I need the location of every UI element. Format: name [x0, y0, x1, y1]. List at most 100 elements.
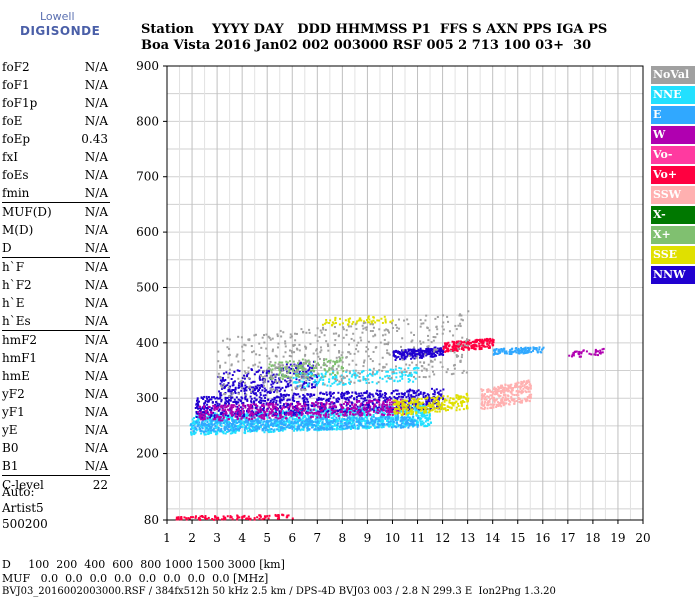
data-point [350, 408, 353, 411]
data-point [331, 401, 334, 404]
data-point [309, 408, 312, 411]
data-point [370, 422, 373, 425]
data-point [228, 422, 231, 425]
data-point [423, 424, 426, 427]
data-point [376, 394, 379, 397]
data-point [338, 398, 341, 401]
data-point [312, 408, 315, 411]
data-point [527, 390, 530, 393]
data-point [475, 341, 478, 344]
data-point [404, 418, 407, 421]
data-point [203, 408, 206, 411]
data-point [264, 411, 267, 414]
data-point [432, 396, 435, 399]
data-point [226, 400, 229, 403]
data-point [225, 417, 228, 420]
data-point [307, 400, 310, 403]
data-point [310, 414, 313, 417]
data-point [354, 413, 357, 416]
data-point [295, 366, 298, 369]
data-point [398, 406, 401, 409]
data-point [207, 423, 210, 426]
data-point [354, 427, 357, 430]
data-point [278, 410, 281, 413]
data-point [201, 427, 204, 430]
data-point [391, 424, 394, 427]
data-point [198, 413, 201, 416]
data-point [425, 400, 428, 403]
data-point [209, 425, 212, 428]
data-point [294, 411, 297, 414]
data-point [313, 405, 316, 408]
data-point [343, 428, 346, 431]
data-point [413, 390, 416, 393]
data-point [504, 393, 507, 396]
param-name: foF1 [2, 78, 30, 92]
data-point [535, 348, 538, 351]
data-point [503, 391, 506, 394]
data-point [355, 420, 358, 423]
data-point [323, 393, 326, 396]
data-point [202, 430, 205, 433]
data-point [333, 404, 336, 407]
data-point [438, 406, 441, 409]
data-point [422, 408, 425, 411]
data-point [410, 409, 413, 412]
data-point [421, 352, 424, 355]
data-point [212, 411, 215, 414]
data-point [258, 377, 261, 380]
data-point [231, 396, 234, 399]
data-point [293, 369, 296, 372]
data-point [211, 401, 214, 404]
data-point [308, 366, 311, 369]
data-point [190, 432, 193, 435]
data-point [220, 380, 223, 383]
data-point [438, 397, 441, 400]
data-point [260, 419, 263, 422]
data-point [255, 421, 258, 424]
header-value: Jan02 [255, 38, 298, 53]
data-point [212, 418, 215, 421]
data-point [331, 405, 334, 408]
data-point [230, 397, 233, 400]
data-point [252, 403, 255, 406]
data-point [231, 419, 234, 422]
data-point [407, 393, 410, 396]
data-point [437, 395, 440, 398]
data-point [283, 416, 286, 419]
data-point [196, 397, 199, 400]
data-point [372, 415, 375, 418]
data-point [340, 403, 343, 406]
data-point [220, 422, 223, 425]
data-point [244, 384, 247, 387]
data-point [269, 399, 272, 402]
data-point [260, 416, 263, 419]
data-point [475, 338, 478, 341]
data-point [336, 420, 339, 423]
data-point [302, 382, 305, 385]
data-point [289, 384, 292, 387]
data-point [443, 400, 446, 403]
data-point [220, 406, 223, 409]
data-point [286, 406, 289, 409]
x-tick-label: 9 [364, 531, 372, 545]
header-value: 2016 [214, 38, 251, 53]
data-point [505, 402, 508, 405]
data-point [330, 420, 333, 423]
data-point [365, 392, 368, 395]
param-row: hmE N/A [2, 367, 110, 385]
data-point [314, 384, 317, 387]
data-point [431, 353, 434, 356]
data-point [378, 390, 381, 393]
data-point [409, 348, 412, 351]
data-point [350, 419, 353, 422]
data-point [416, 401, 419, 404]
data-point [481, 407, 484, 410]
data-point [218, 390, 221, 393]
data-point [440, 353, 443, 356]
data-point [529, 395, 532, 398]
data-point [308, 372, 311, 375]
data-point [210, 398, 213, 401]
data-point [217, 426, 220, 429]
data-point [361, 418, 364, 421]
